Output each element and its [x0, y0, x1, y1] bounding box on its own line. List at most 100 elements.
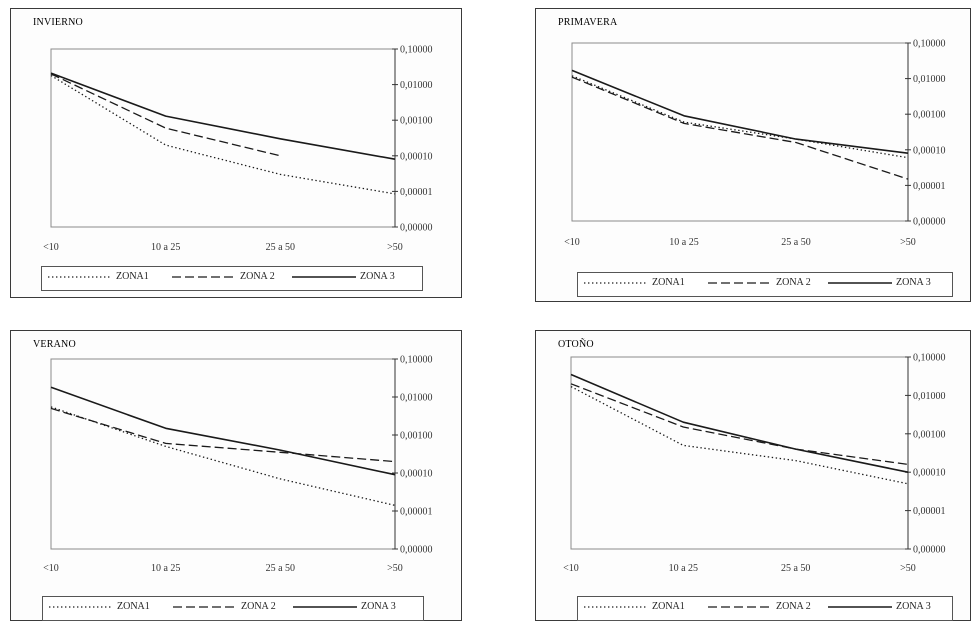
chart-svg: OTOÑO 0,10000 0,01000 0,00100 0,00010 0,00001…	[536, 331, 970, 620]
legend-item: ZONA 3	[828, 601, 931, 612]
legend-label: ZONA 2	[241, 601, 276, 612]
y-tick-label: 0,01000	[400, 393, 433, 404]
y-tick-label: 0,00000	[400, 223, 433, 234]
y-tick-label: 0,00001	[913, 181, 946, 192]
x-tick-label: <10	[564, 237, 580, 248]
legend-swatch	[584, 603, 650, 611]
plot-area	[51, 359, 395, 549]
legend-swatch	[708, 603, 774, 611]
series-line-zona1	[572, 76, 908, 158]
chart-panel-otono: OTOÑO 0,10000 0,01000 0,00100 0,00010 0,00001…	[535, 330, 971, 621]
legend-swatch	[293, 603, 359, 611]
series-line-zona1	[51, 407, 395, 506]
chart-svg: INVIERNO 0,10000 0,01000 0,00100 0,00010 0,00…	[11, 9, 461, 297]
series-line-zona2	[51, 408, 395, 461]
legend-label: ZONA 3	[361, 601, 396, 612]
x-tick-label: >50	[387, 563, 403, 574]
y-tick-label: 0,00100	[400, 116, 433, 127]
plot-area	[572, 43, 908, 221]
chart-title: OTOÑO	[558, 338, 594, 350]
legend-label: ZONA 3	[896, 601, 931, 612]
legend-label: ZONA 3	[360, 271, 395, 282]
plot-area	[51, 49, 395, 227]
legend-item: ZONA 2	[172, 271, 275, 282]
y-tick-label: 0,00001	[400, 187, 433, 198]
plot-area	[571, 357, 908, 549]
x-tick-label: 10 a 25	[669, 237, 698, 248]
chart-title: VERANO	[33, 339, 76, 350]
series-line-zona3	[571, 375, 908, 473]
y-tick-label: 0,10000	[913, 353, 946, 364]
legend-item: ZONA 2	[173, 601, 276, 612]
legend-item: ZONA 3	[828, 277, 931, 288]
y-tick-label: 0,00100	[913, 110, 946, 121]
y-tick-label: 0,00010	[400, 469, 433, 480]
series-line-zona3	[51, 387, 395, 474]
legend-label: ZONA 3	[896, 277, 931, 288]
legend-item: ZONA1	[48, 271, 149, 282]
x-tick-label: 25 a 50	[781, 237, 810, 248]
legend-item: ZONA1	[584, 601, 685, 612]
legend-item: ZONA 3	[292, 271, 395, 282]
legend-swatch	[173, 603, 239, 611]
legend-swatch	[292, 273, 358, 281]
x-tick-label: <10	[43, 563, 59, 574]
legend-swatch	[828, 603, 894, 611]
legend-label: ZONA1	[652, 277, 685, 288]
legend-item: ZONA1	[584, 277, 685, 288]
legend-swatch	[48, 273, 114, 281]
y-tick-label: 0,00010	[913, 468, 946, 479]
legend-label: ZONA1	[116, 271, 149, 282]
chart-legend: ZONA1 ZONA 2 ZONA 3	[42, 596, 424, 621]
legend-swatch	[708, 279, 774, 287]
legend-label: ZONA 2	[240, 271, 275, 282]
legend-swatch	[584, 279, 650, 287]
x-tick-label: >50	[387, 242, 403, 253]
y-tick-label: 0,00100	[400, 431, 433, 442]
y-tick-label: 0,00000	[913, 217, 946, 228]
y-tick-label: 0,00001	[400, 507, 433, 518]
series-line-zona3	[51, 73, 395, 159]
series-line-zona3	[572, 70, 908, 153]
legend-swatch	[172, 273, 238, 281]
legend-item: ZONA1	[49, 601, 150, 612]
x-tick-label: 10 a 25	[151, 563, 180, 574]
legend-swatch	[828, 279, 894, 287]
x-tick-label: <10	[563, 563, 579, 574]
y-tick-label: 0,01000	[400, 80, 433, 91]
x-tick-label: <10	[43, 242, 59, 253]
chart-legend: ZONA1 ZONA 2 ZONA 3	[577, 596, 953, 621]
legend-item: ZONA 2	[708, 601, 811, 612]
y-tick-label: 0,01000	[913, 391, 946, 402]
chart-svg: VERANO 0,10000 0,01000 0,00100 0,00010 0,0000…	[11, 331, 461, 620]
x-tick-label: 25 a 50	[781, 563, 810, 574]
legend-item: ZONA 2	[708, 277, 811, 288]
legend-swatch	[49, 603, 115, 611]
x-tick-label: 10 a 25	[151, 242, 180, 253]
legend-label: ZONA 2	[776, 277, 811, 288]
x-tick-label: >50	[900, 237, 916, 248]
chart-svg: PRIMAVERA 0,10000 0,01000 0,00100 0,00010 0,0…	[536, 9, 970, 301]
y-tick-label: 0,10000	[400, 45, 433, 56]
legend-label: ZONA1	[117, 601, 150, 612]
legend-item: ZONA 3	[293, 601, 396, 612]
x-tick-label: 25 a 50	[266, 242, 295, 253]
legend-label: ZONA1	[652, 601, 685, 612]
x-tick-label: >50	[900, 563, 916, 574]
chart-title: PRIMAVERA	[558, 17, 618, 28]
chart-panel-primavera: PRIMAVERA 0,10000 0,01000 0,00100 0,00010 0,0…	[535, 8, 971, 302]
chart-panel-verano: VERANO 0,10000 0,01000 0,00100 0,00010 0,0000…	[10, 330, 462, 621]
y-tick-label: 0,00001	[913, 506, 946, 517]
y-tick-label: 0,00010	[400, 151, 433, 162]
legend-label: ZONA 2	[776, 601, 811, 612]
y-tick-label: 0,00000	[400, 545, 433, 556]
y-tick-label: 0,10000	[400, 355, 433, 366]
chart-legend: ZONA1 ZONA 2 ZONA 3	[41, 266, 423, 291]
x-tick-label: 25 a 50	[266, 563, 295, 574]
chart-title: INVIERNO	[33, 17, 83, 28]
y-tick-label: 0,00000	[913, 545, 946, 556]
chart-panel-invierno: INVIERNO 0,10000 0,01000 0,00100 0,00010 0,00…	[10, 8, 462, 298]
y-tick-label: 0,00100	[913, 429, 946, 440]
y-tick-label: 0,10000	[913, 39, 946, 50]
y-tick-label: 0,01000	[913, 74, 946, 85]
